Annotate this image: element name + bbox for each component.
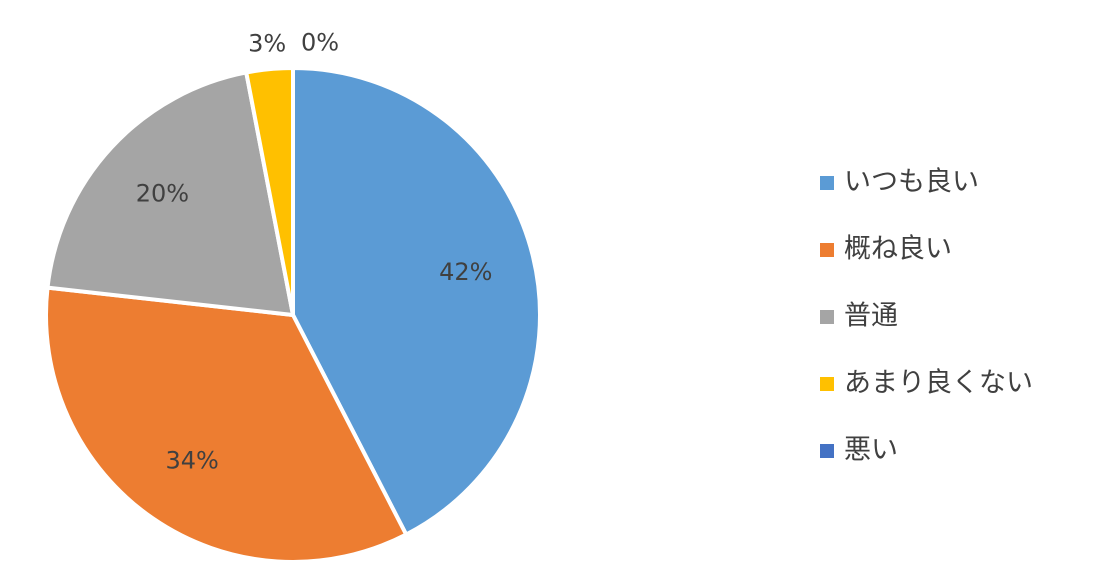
- legend-swatch: [820, 243, 834, 257]
- legend-swatch: [820, 444, 834, 458]
- legend-label: 悪い: [844, 435, 898, 466]
- legend-label: いつも良い: [844, 167, 979, 198]
- pie-slice: [44, 285, 409, 564]
- legend-swatch: [820, 176, 834, 190]
- pie-slice: [45, 70, 296, 318]
- data-label: 20%: [136, 179, 189, 207]
- legend-label: あまり良くない: [844, 368, 1033, 399]
- legend-swatch: [820, 310, 834, 324]
- legend-swatch: [820, 377, 834, 391]
- legend-label: 普通: [844, 301, 898, 332]
- data-label: 42%: [439, 258, 492, 286]
- data-label: 3%: [248, 30, 286, 58]
- pie-slice: [291, 65, 542, 538]
- data-label: 0%: [301, 28, 339, 56]
- data-label: 34%: [165, 446, 218, 474]
- legend-label: 概ね良い: [844, 234, 952, 265]
